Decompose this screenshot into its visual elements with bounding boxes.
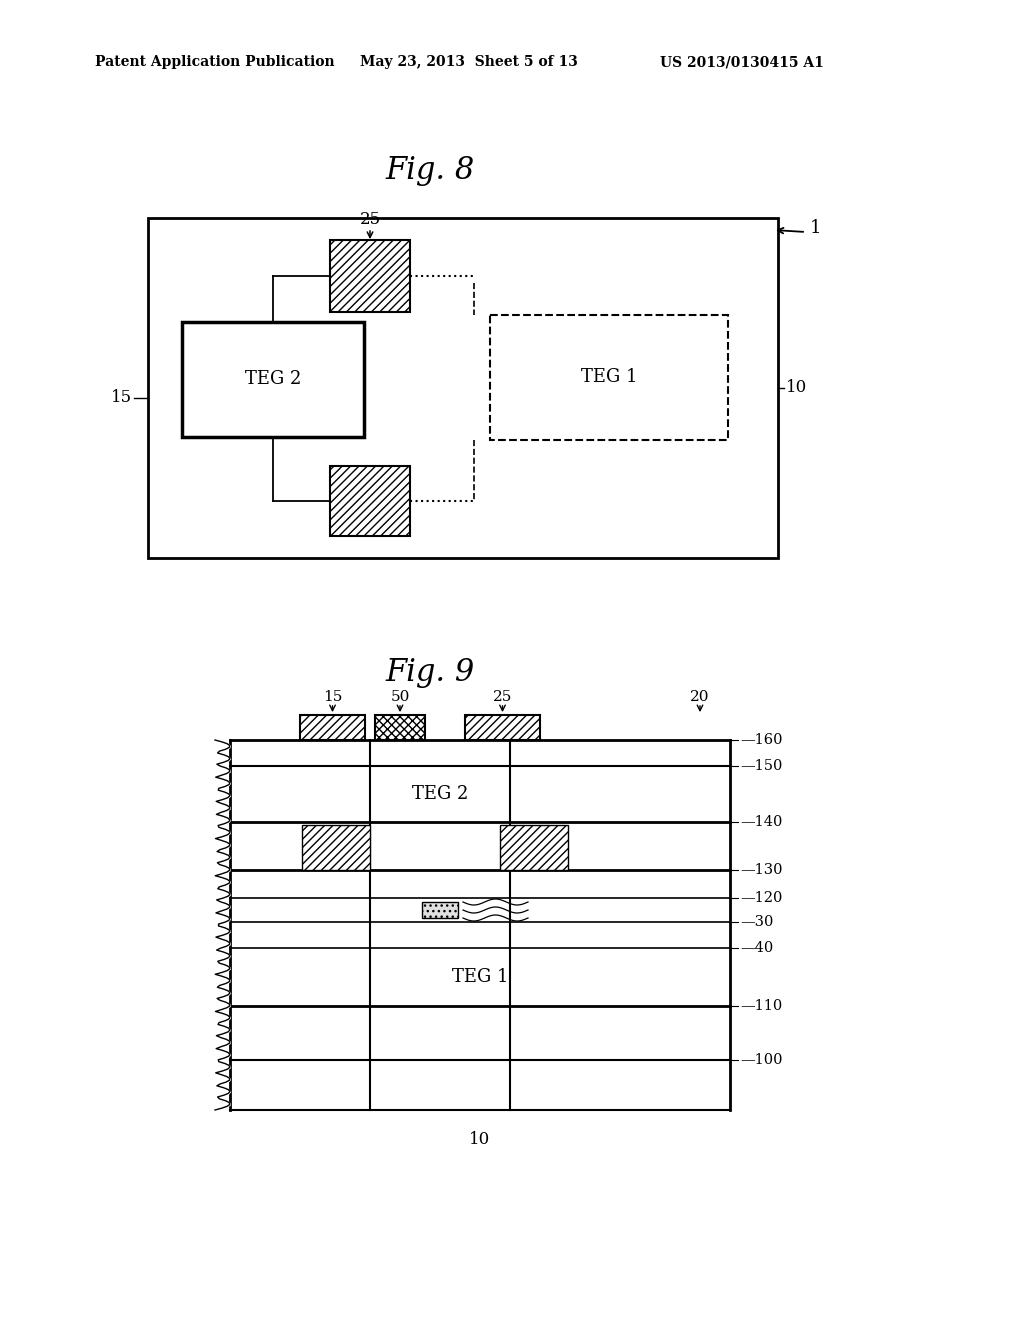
Text: 15: 15	[111, 389, 132, 407]
Text: —120: —120	[740, 891, 782, 906]
Text: 1: 1	[124, 913, 135, 932]
Text: 10: 10	[786, 380, 807, 396]
Bar	[330, 466, 410, 536]
Text: 15: 15	[323, 690, 342, 704]
Bar	[465, 715, 540, 741]
Text: —140: —140	[740, 814, 782, 829]
Bar	[500, 825, 568, 870]
Bar	[302, 825, 370, 870]
Bar	[422, 902, 458, 917]
Text: 25: 25	[359, 211, 381, 228]
Text: US 2013/0130415 A1: US 2013/0130415 A1	[660, 55, 824, 69]
Bar	[230, 1060, 730, 1110]
Text: —160: —160	[740, 733, 782, 747]
Bar	[230, 898, 730, 921]
Text: TEG 2: TEG 2	[412, 785, 468, 803]
Text: —30: —30	[740, 915, 773, 929]
Text: TEG 1: TEG 1	[452, 968, 508, 986]
Bar	[182, 322, 364, 437]
Text: 25: 25	[493, 690, 512, 704]
Bar	[300, 715, 365, 741]
Text: —110: —110	[740, 999, 782, 1012]
Bar	[230, 741, 730, 766]
Text: TEG 1: TEG 1	[581, 368, 637, 387]
Text: 10: 10	[469, 1131, 490, 1148]
Text: —130: —130	[740, 863, 782, 876]
Bar	[230, 921, 730, 948]
Text: —100: —100	[740, 1053, 782, 1067]
Text: 20: 20	[690, 690, 710, 704]
Text: Patent Application Publication: Patent Application Publication	[95, 55, 335, 69]
Text: TEG 2: TEG 2	[245, 371, 301, 388]
Text: —150: —150	[740, 759, 782, 774]
Bar	[230, 870, 730, 898]
Bar	[490, 315, 728, 440]
Bar	[375, 715, 425, 741]
Text: 50: 50	[390, 690, 410, 704]
Bar	[230, 948, 730, 1006]
Text: Fig. 9: Fig. 9	[385, 656, 475, 688]
Text: Fig. 8: Fig. 8	[385, 154, 475, 186]
Text: May 23, 2013  Sheet 5 of 13: May 23, 2013 Sheet 5 of 13	[360, 55, 578, 69]
Bar	[230, 766, 730, 822]
Bar	[330, 240, 410, 312]
Bar	[230, 1006, 730, 1060]
Text: —40: —40	[740, 941, 773, 954]
Text: 1: 1	[810, 219, 821, 238]
Bar	[0, 715, 180, 1160]
Bar	[148, 218, 778, 558]
